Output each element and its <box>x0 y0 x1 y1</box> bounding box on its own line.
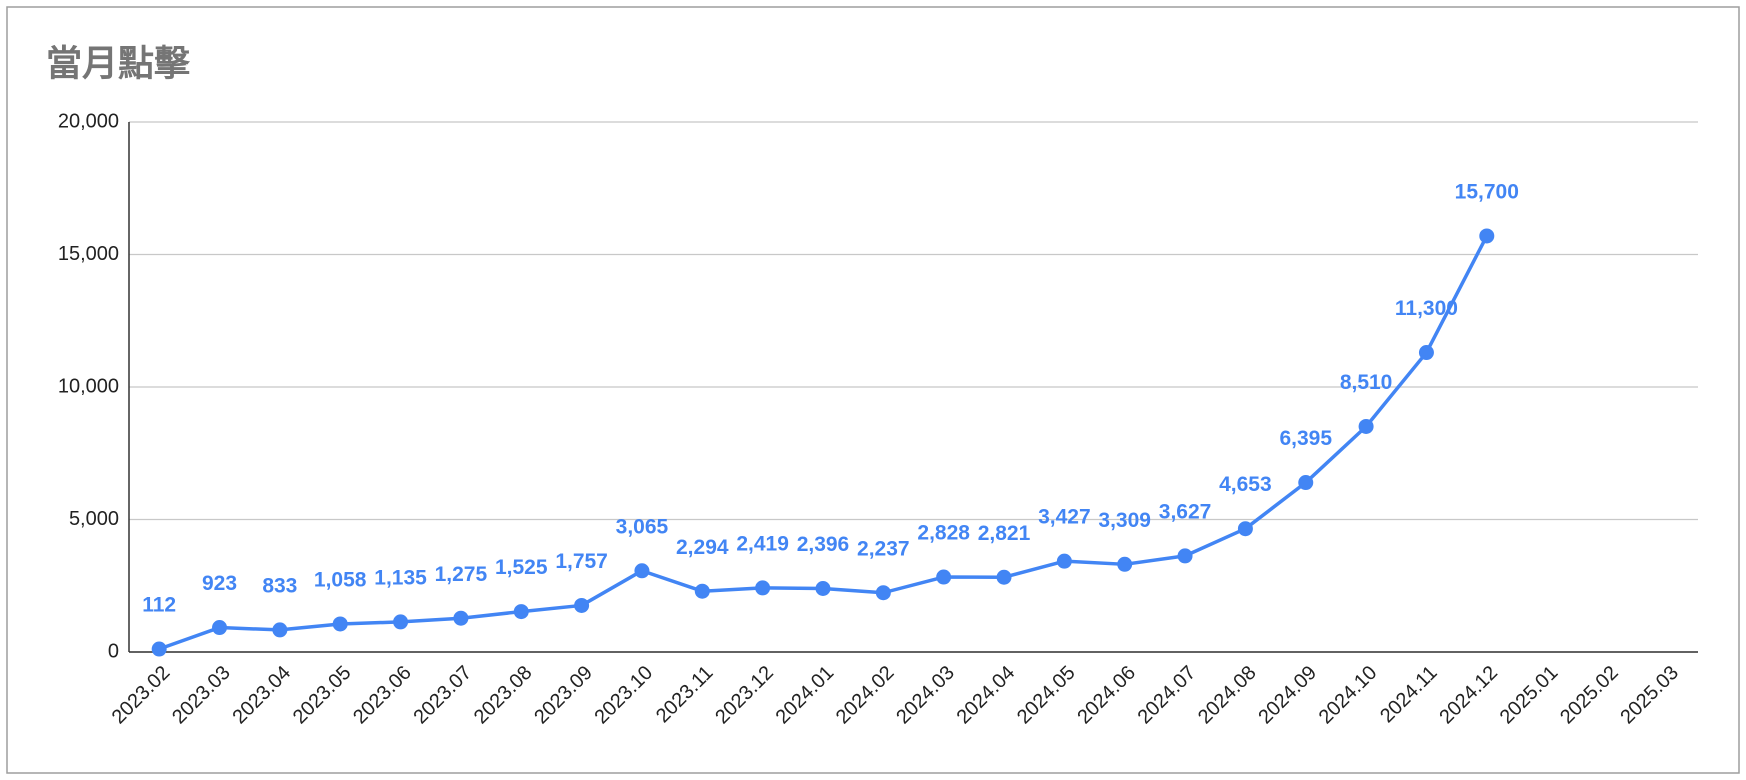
data-label: 1,275 <box>435 563 488 586</box>
data-label: 6,395 <box>1279 427 1332 450</box>
y-tick-label: 10,000 <box>58 375 119 397</box>
y-tick-label: 5,000 <box>69 508 119 530</box>
chart-title: 當月點擊 <box>46 43 191 84</box>
data-label: 1,135 <box>374 566 427 589</box>
data-label: 923 <box>202 572 237 595</box>
y-tick-label: 0 <box>108 640 119 662</box>
data-label: 2,396 <box>797 533 850 556</box>
data-label: 1,757 <box>555 550 608 573</box>
data-label: 1,525 <box>495 556 548 579</box>
point <box>393 614 409 630</box>
point <box>755 580 771 596</box>
point <box>574 597 590 613</box>
data-label: 2,419 <box>736 532 789 555</box>
point <box>1177 548 1193 564</box>
y-tick-label: 20,000 <box>58 110 119 132</box>
data-label: 833 <box>262 574 297 597</box>
chart-frame <box>6 6 1740 774</box>
point <box>634 563 650 579</box>
point <box>453 610 469 626</box>
point <box>1056 553 1072 569</box>
data-label: 2,821 <box>978 522 1031 545</box>
point <box>875 585 891 601</box>
point <box>815 581 831 597</box>
point <box>332 616 348 632</box>
data-label: 3,309 <box>1098 509 1151 532</box>
data-label: 3,427 <box>1038 506 1091 529</box>
data-label: 8,510 <box>1340 371 1393 394</box>
point <box>1117 556 1133 572</box>
point <box>1479 228 1495 244</box>
data-label: 1,058 <box>314 569 367 592</box>
point <box>996 569 1012 585</box>
point <box>1237 521 1253 537</box>
point <box>936 569 952 585</box>
point <box>694 583 710 599</box>
data-label: 3,627 <box>1159 500 1212 523</box>
y-tick-label: 15,000 <box>58 243 119 265</box>
data-label: 2,828 <box>917 522 970 545</box>
point <box>151 641 167 657</box>
data-label: 4,653 <box>1219 473 1272 496</box>
data-label: 3,065 <box>616 515 669 538</box>
point <box>1358 418 1374 434</box>
data-label: 11,300 <box>1395 297 1458 320</box>
point <box>1418 345 1434 361</box>
point <box>272 622 288 638</box>
data-label: 2,294 <box>676 536 729 559</box>
data-label: 112 <box>142 594 176 617</box>
point <box>513 604 529 620</box>
data-label: 2,237 <box>857 537 910 560</box>
data-label: 15,700 <box>1455 180 1519 203</box>
point <box>1298 475 1314 491</box>
point <box>212 620 228 636</box>
